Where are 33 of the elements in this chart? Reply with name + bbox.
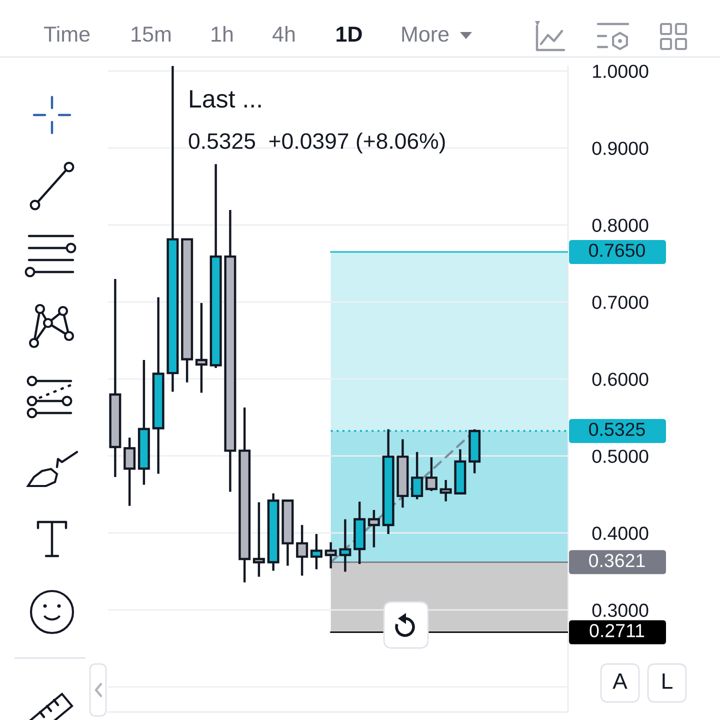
y-tick-label: 0.5000: [592, 450, 648, 463]
ref-line-label: 0.5325: [589, 422, 645, 436]
candlestick: [440, 478, 452, 502]
ref-line-label: 0.2711: [590, 624, 644, 638]
candlestick: [339, 518, 352, 573]
text: 0.5325 +0.0397 (+8.06%): [188, 132, 445, 154]
y-tick-label: 0.3000: [592, 604, 648, 617]
candlestick: [296, 524, 308, 577]
candlestick: [368, 508, 380, 548]
text: 15m: [132, 26, 171, 42]
candlestick: [324, 541, 337, 570]
candlestick: [425, 456, 438, 492]
ref-line-label: 0.7650: [589, 244, 645, 257]
y-tick-label: 0.8000: [592, 218, 648, 232]
candlestick: [310, 532, 322, 570]
candlestick: [252, 501, 265, 578]
candlestick: [124, 436, 136, 507]
y-tick-label: 0.9000: [592, 142, 648, 155]
y-tick-label: 0.4000: [592, 526, 648, 540]
y-tick-label: 0.6000: [592, 372, 648, 386]
text: A: [612, 673, 628, 689]
text: L: [662, 673, 672, 689]
ref-line-label: 0.3621: [589, 554, 645, 568]
candlestick: [195, 302, 208, 394]
text: 1h: [212, 26, 233, 42]
text: 1D: [336, 26, 362, 42]
text: 4h: [272, 26, 295, 42]
text: More: [402, 26, 449, 42]
text: Last ...: [190, 90, 261, 108]
y-tick-label: 1.0000: [593, 64, 648, 78]
candlestick: [411, 450, 424, 500]
y-tick-label: 0.7000: [592, 296, 648, 309]
text: Time: [44, 26, 90, 42]
